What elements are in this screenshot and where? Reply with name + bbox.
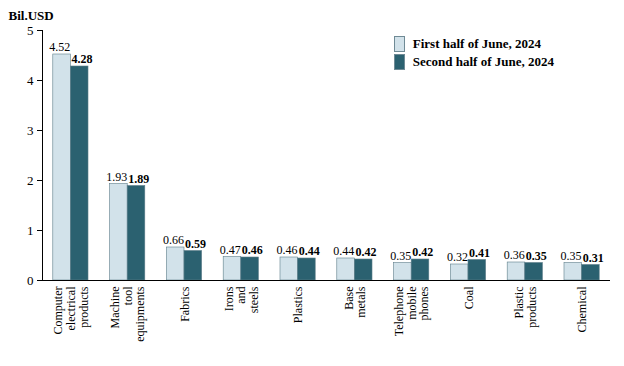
- svg-text:4.52: 4.52: [49, 40, 70, 54]
- html-text:First half of June, 2024: First half of June, 2024: [412, 36, 541, 51]
- svg-text:1: 1: [27, 223, 34, 238]
- svg-text:1.89: 1.89: [128, 172, 149, 186]
- svg-text:0.35: 0.35: [390, 249, 411, 263]
- svg-text:0.42: 0.42: [412, 245, 433, 259]
- svg-text:3: 3: [27, 123, 34, 138]
- svg-text:0.66: 0.66: [163, 233, 184, 247]
- svg-text:Computerelectricalproducts: Computerelectricalproducts: [51, 286, 90, 335]
- svg-text:0.47: 0.47: [220, 243, 241, 257]
- svg-text:0.32: 0.32: [447, 250, 468, 264]
- svg-text:Machinetoolequipments: Machinetoolequipments: [108, 286, 147, 342]
- svg-text:4.28: 4.28: [71, 52, 92, 66]
- svg-text:0.35: 0.35: [561, 249, 582, 263]
- svg-text:0.44: 0.44: [299, 244, 320, 258]
- svg-text:Telephonemobilephones: Telephonemobilephones: [392, 286, 431, 336]
- svg-text:0.44: 0.44: [333, 244, 354, 258]
- svg-text:Chemical: Chemical: [575, 286, 589, 333]
- svg-text:0.46: 0.46: [242, 243, 263, 257]
- svg-text:0.42: 0.42: [355, 245, 376, 259]
- svg-text:0.41: 0.41: [469, 246, 490, 260]
- svg-text:5: 5: [27, 23, 34, 38]
- svg-text:Ironsandsteels: Ironsandsteels: [222, 286, 261, 313]
- svg-text:0.46: 0.46: [277, 243, 298, 257]
- svg-text:4: 4: [27, 73, 34, 88]
- svg-text:0.59: 0.59: [185, 237, 206, 251]
- svg-text:0.36: 0.36: [504, 248, 525, 262]
- html-text:Second half of June, 2024: Second half of June, 2024: [412, 54, 554, 69]
- svg-text:Bil.USD: Bil.USD: [9, 8, 54, 23]
- svg-text:0: 0: [27, 273, 34, 288]
- svg-text:0.35: 0.35: [526, 249, 547, 263]
- svg-text:1.93: 1.93: [106, 170, 127, 184]
- svg-text:2: 2: [27, 173, 34, 188]
- svg-text:0.31: 0.31: [583, 251, 604, 265]
- svg-text:Fabrics: Fabrics: [178, 286, 192, 322]
- svg-text:Plasticproducts: Plasticproducts: [512, 286, 539, 328]
- svg-text:Plastics: Plastics: [291, 286, 305, 323]
- svg-text:Coal: Coal: [462, 286, 476, 309]
- svg-text:Basemetals: Basemetals: [342, 286, 369, 318]
